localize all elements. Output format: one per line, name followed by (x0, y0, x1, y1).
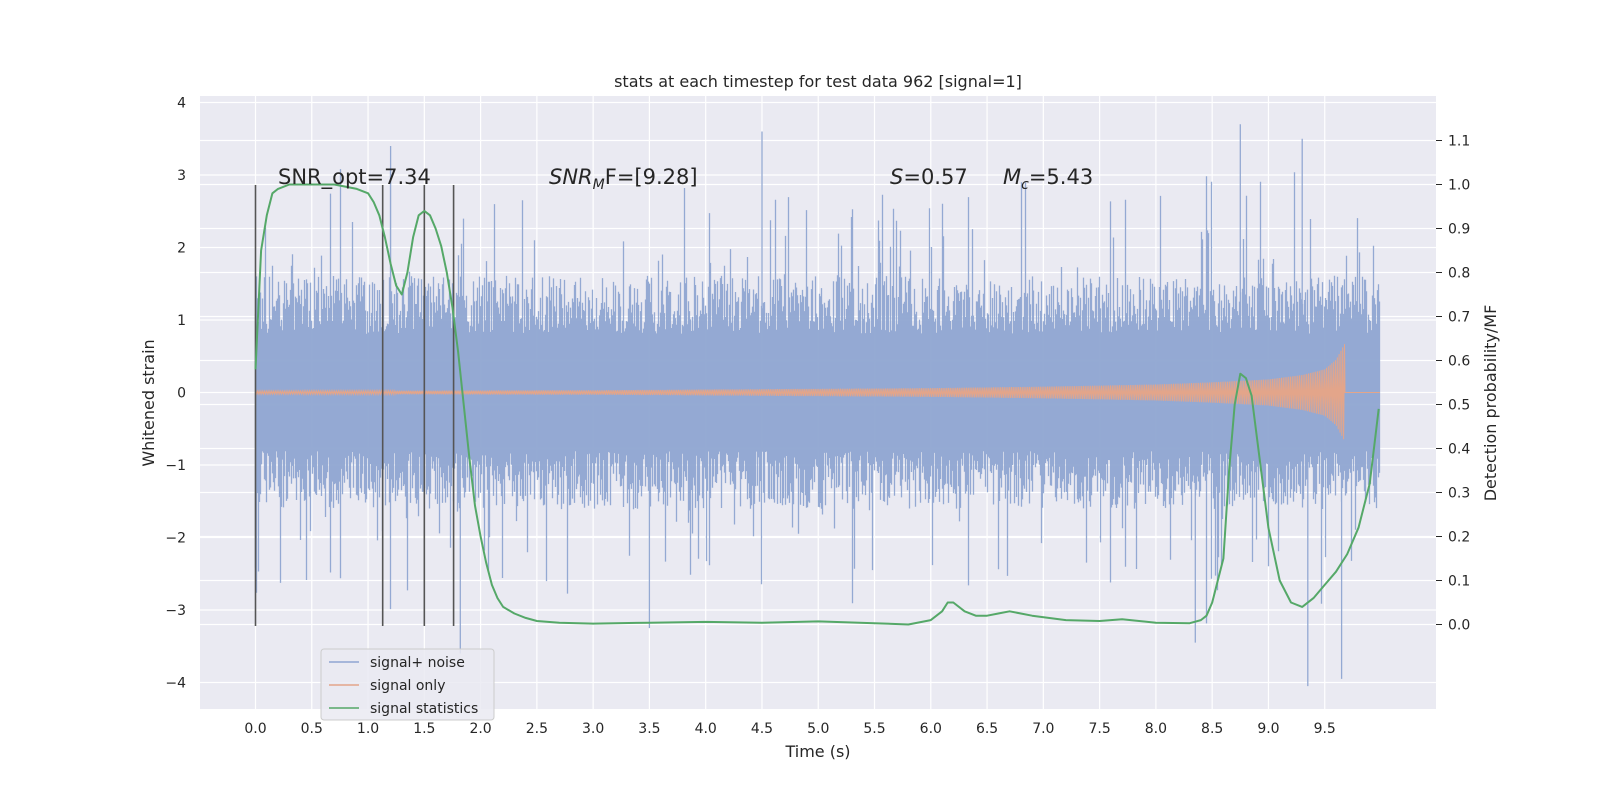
y2-tick-label: 0.5 (1448, 398, 1470, 414)
x-tick-label: 1.5 (413, 721, 435, 737)
y2-tick-label: 1.1 (1448, 134, 1470, 150)
snr-mf-base: SNR (549, 165, 593, 189)
y2-tick-label: 0.6 (1448, 354, 1470, 370)
y-tick-label: 0 (177, 386, 186, 402)
x-tick-label: 2.5 (526, 721, 548, 737)
y-tick-label: 3 (177, 168, 186, 184)
x-axis-ticks: 0.0 0.5 1.0 1.5 2.0 2.5 3.0 3.5 4.0 4.5 5.0 5.5 6.0 6… (244, 721, 1335, 737)
x-tick-label: 3.0 (582, 721, 604, 737)
x-tick-label: 5.5 (863, 721, 885, 737)
y-tick-label: 4 (177, 96, 186, 112)
mc-sub: c (1021, 177, 1029, 193)
y2-axis-ticks: 0.0 0.1 0.2 0.3 0.4 0.5 0.6 0.7 0.8 0.9 1.0 1.1 (1436, 134, 1470, 634)
snr-mf-annotation: SNRMF=[9.28] (549, 165, 698, 193)
y2-tick-label: 0.9 (1448, 222, 1470, 238)
x-tick-label: 7.0 (1032, 721, 1054, 737)
x-tick-label: 6.5 (976, 721, 998, 737)
x-tick-label: 6.0 (920, 721, 942, 737)
y-tick-label: −1 (165, 458, 186, 474)
y2-tick-label: 1.0 (1448, 178, 1470, 194)
s-annotation: S=0.57 (890, 165, 968, 189)
x-tick-label: 4.0 (695, 721, 717, 737)
x-tick-label: 1.0 (357, 721, 379, 737)
x-tick-label: 7.5 (1088, 721, 1110, 737)
x-tick-label: 9.0 (1257, 721, 1279, 737)
x-tick-label: 0.5 (301, 721, 323, 737)
chart-title: stats at each timestep for test data 962… (614, 72, 1022, 91)
x-tick-label: 3.5 (638, 721, 660, 737)
y2-tick-label: 0.3 (1448, 486, 1470, 502)
signal-only-series (255, 344, 1380, 440)
x-tick-label: 2.0 (469, 721, 491, 737)
snr-mf-rest: F=[9.28] (605, 165, 698, 189)
signal-statistics-series (254, 183, 1380, 626)
legend-label-signal: signal only (370, 678, 445, 694)
y2-axis-label: Detection probability/MF (1481, 305, 1500, 502)
s-value: =0.57 (903, 165, 967, 189)
y-axis-ticks: −4 −3 −2 −1 0 1 2 3 4 (165, 96, 186, 692)
mc-label: M (1003, 165, 1021, 189)
y-tick-label: −2 (165, 531, 186, 547)
x-tick-label: 8.0 (1145, 721, 1167, 737)
annotations: SNR_opt=7.34 SNRMF=[9.28] S=0.57 Mc=5.43 (278, 165, 1093, 193)
statistics-trace (254, 183, 1380, 626)
s-label: S (890, 165, 903, 189)
y2-tick-label: 0.2 (1448, 530, 1470, 546)
y2-tick-label: 0.4 (1448, 442, 1470, 458)
y2-tick-label: 0.0 (1448, 618, 1470, 634)
mc-annotation: Mc=5.43 (1003, 165, 1093, 193)
legend-label-noise: signal+ noise (370, 655, 465, 671)
legend-label-stats: signal statistics (370, 701, 478, 717)
legend-box (320, 648, 495, 721)
legend: signal+ noise signal only signal statist… (320, 648, 495, 721)
y-tick-label: 1 (177, 313, 186, 329)
mc-value: =5.43 (1029, 165, 1093, 189)
snr-opt-annotation: SNR_opt=7.34 (278, 165, 431, 190)
vertical-markers (254, 185, 455, 626)
x-tick-label: 5.0 (807, 721, 829, 737)
y-tick-label: 2 (177, 241, 186, 257)
x-tick-label: 8.5 (1201, 721, 1223, 737)
x-tick-label: 4.5 (751, 721, 773, 737)
y-tick-label: −4 (165, 676, 186, 692)
y2-tick-label: 0.8 (1448, 266, 1470, 282)
y2-tick-label: 0.7 (1448, 310, 1470, 326)
y2-tick-label: 0.1 (1448, 574, 1470, 590)
signal-trace (255, 344, 1380, 440)
y-axis-label: Whitened strain (139, 339, 158, 466)
x-tick-label: 9.5 (1314, 721, 1336, 737)
y-tick-label: −3 (165, 603, 186, 619)
snr-mf-sub: M (593, 177, 605, 193)
x-axis-label: Time (s) (784, 742, 850, 761)
x-tick-label: 0.0 (244, 721, 266, 737)
